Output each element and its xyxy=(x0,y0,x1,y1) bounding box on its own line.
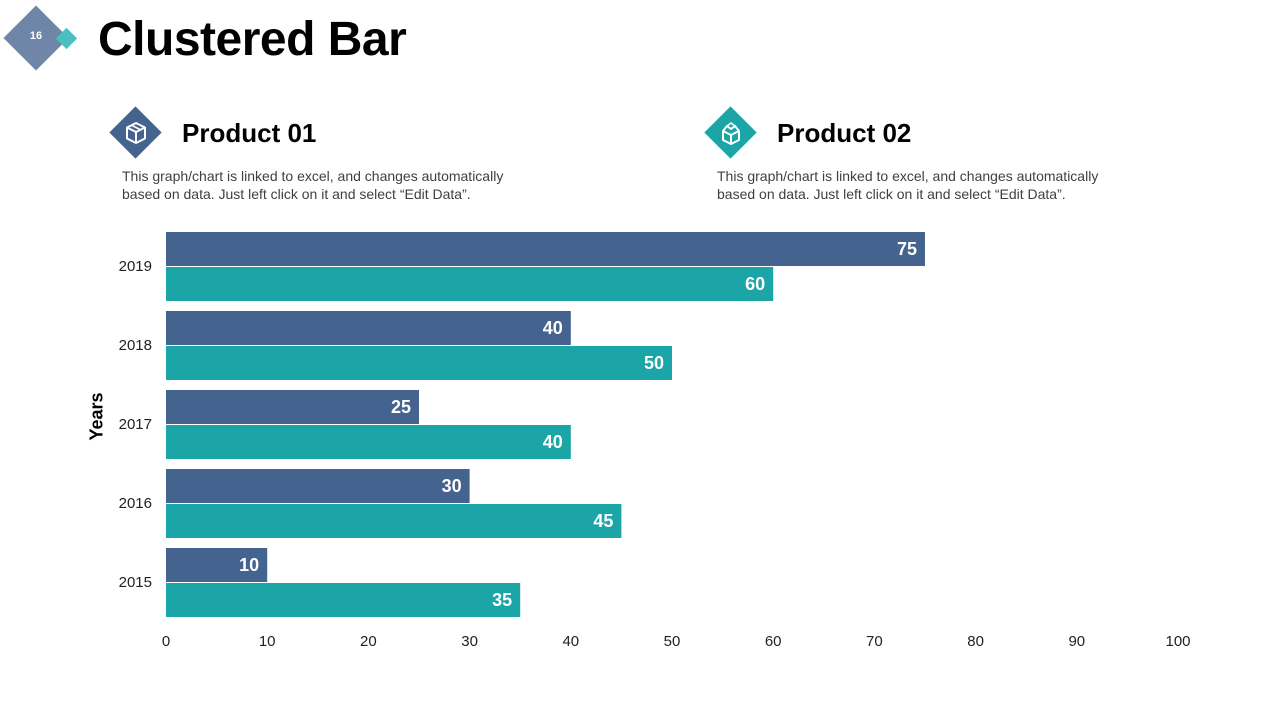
x-tick-label: 60 xyxy=(765,633,782,650)
page-title: Clustered Bar xyxy=(98,13,407,66)
bar-2018-series-1 xyxy=(166,311,571,345)
data-label-2019-series-1: 75 xyxy=(897,239,917,259)
x-tick-label: 0 xyxy=(162,633,170,650)
x-tick-label: 30 xyxy=(461,633,478,650)
y-tick-label: 2015 xyxy=(119,574,152,591)
bar-2015-series-1 xyxy=(166,548,268,582)
bar-2016-series-2 xyxy=(166,504,622,538)
x-tick-label: 10 xyxy=(259,633,276,650)
page-number-badge: 16 xyxy=(0,0,90,80)
x-tick-label: 70 xyxy=(866,633,883,650)
x-tick-label: 50 xyxy=(664,633,681,650)
y-tick-label: 2017 xyxy=(119,416,152,433)
data-label-2017-series-1: 25 xyxy=(391,397,411,417)
data-label-2018-series-2: 50 xyxy=(644,353,664,373)
data-label-2015-series-1: 10 xyxy=(239,555,259,575)
product-01-description: This graph/chart is linked to excel, and… xyxy=(122,168,504,202)
x-tick-label: 20 xyxy=(360,633,377,650)
data-label-2016-series-2: 45 xyxy=(593,511,613,531)
product-01-title: Product 01 xyxy=(182,118,317,148)
x-tick-label: 100 xyxy=(1165,633,1190,650)
data-label-2018-series-1: 40 xyxy=(543,318,563,338)
x-tick-label: 90 xyxy=(1068,633,1085,650)
y-axis-title: Years xyxy=(86,392,107,441)
x-tick-label: 80 xyxy=(967,633,984,650)
page-number: 16 xyxy=(29,30,43,42)
bar-2017-series-1 xyxy=(166,390,419,424)
bar-2015-series-2 xyxy=(166,583,521,617)
open-box-icon xyxy=(704,106,757,159)
box-icon xyxy=(109,106,162,159)
product-02-description: This graph/chart is linked to excel, and… xyxy=(717,168,1099,202)
bar-2018-series-2 xyxy=(166,346,672,380)
data-label-2019-series-2: 60 xyxy=(745,274,765,294)
data-label-2017-series-2: 40 xyxy=(543,432,563,452)
data-label-2016-series-1: 30 xyxy=(442,476,462,496)
data-label-2015-series-2: 35 xyxy=(492,590,512,610)
y-tick-label: 2018 xyxy=(119,337,152,354)
x-tick-label: 40 xyxy=(562,633,579,650)
y-tick-label: 2019 xyxy=(119,258,152,275)
product-02-title: Product 02 xyxy=(777,118,912,148)
bar-2017-series-2 xyxy=(166,425,571,459)
y-tick-label: 2016 xyxy=(119,495,152,512)
bar-2019-series-1 xyxy=(166,232,925,266)
bar-2016-series-1 xyxy=(166,469,470,503)
bar-2019-series-2 xyxy=(166,267,774,301)
